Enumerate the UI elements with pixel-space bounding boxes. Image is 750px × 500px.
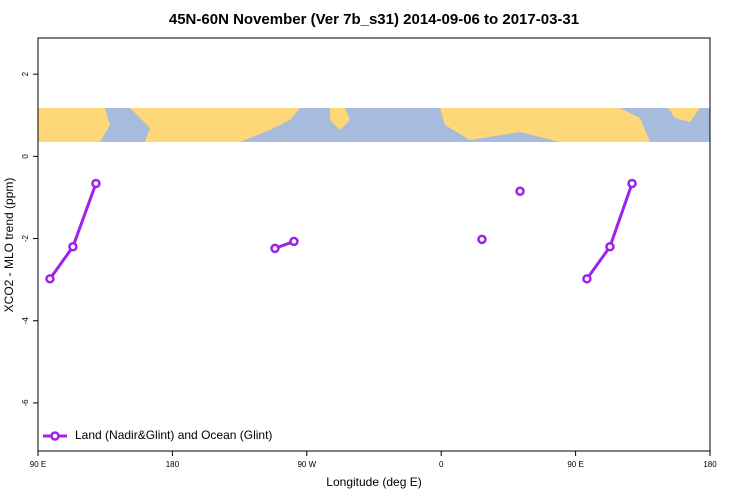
- y-tick-label: -4: [21, 317, 30, 325]
- series-line: [48, 182, 634, 280]
- point: [68, 242, 78, 252]
- plot-frame: [37, 37, 711, 452]
- y-tick-label: 0: [21, 154, 30, 159]
- point: [289, 236, 299, 247]
- point: [91, 178, 101, 189]
- map-band: [38, 108, 710, 142]
- x-axis-label: Longitude (deg E): [326, 475, 421, 489]
- point: [605, 242, 615, 252]
- point: [515, 186, 525, 197]
- x-tick-label: 180: [703, 460, 717, 469]
- y-tick-label: 2: [21, 71, 30, 76]
- x-tick-label: 0: [439, 460, 444, 469]
- x-tick-label: 90 W: [297, 460, 316, 469]
- point: [627, 178, 637, 189]
- x-tick-label: 90 E: [567, 460, 583, 469]
- legend-label: Land (Nadir&Glint) and Ocean (Glint): [75, 428, 272, 442]
- chart-title: 45N-60N November (Ver 7b_s31) 2014-09-06…: [169, 11, 579, 28]
- point: [582, 274, 592, 284]
- legend-marker: [50, 431, 60, 441]
- y-tick-label: -2: [21, 234, 30, 242]
- x-tick-label: 180: [166, 460, 180, 469]
- y-tick-label: -6: [21, 399, 30, 407]
- point: [270, 243, 280, 254]
- y-axis-label: XCO2 - MLO trend (ppm): [2, 178, 16, 313]
- point: [45, 274, 55, 284]
- point: [477, 234, 487, 245]
- x-tick-label: 90 E: [30, 460, 46, 469]
